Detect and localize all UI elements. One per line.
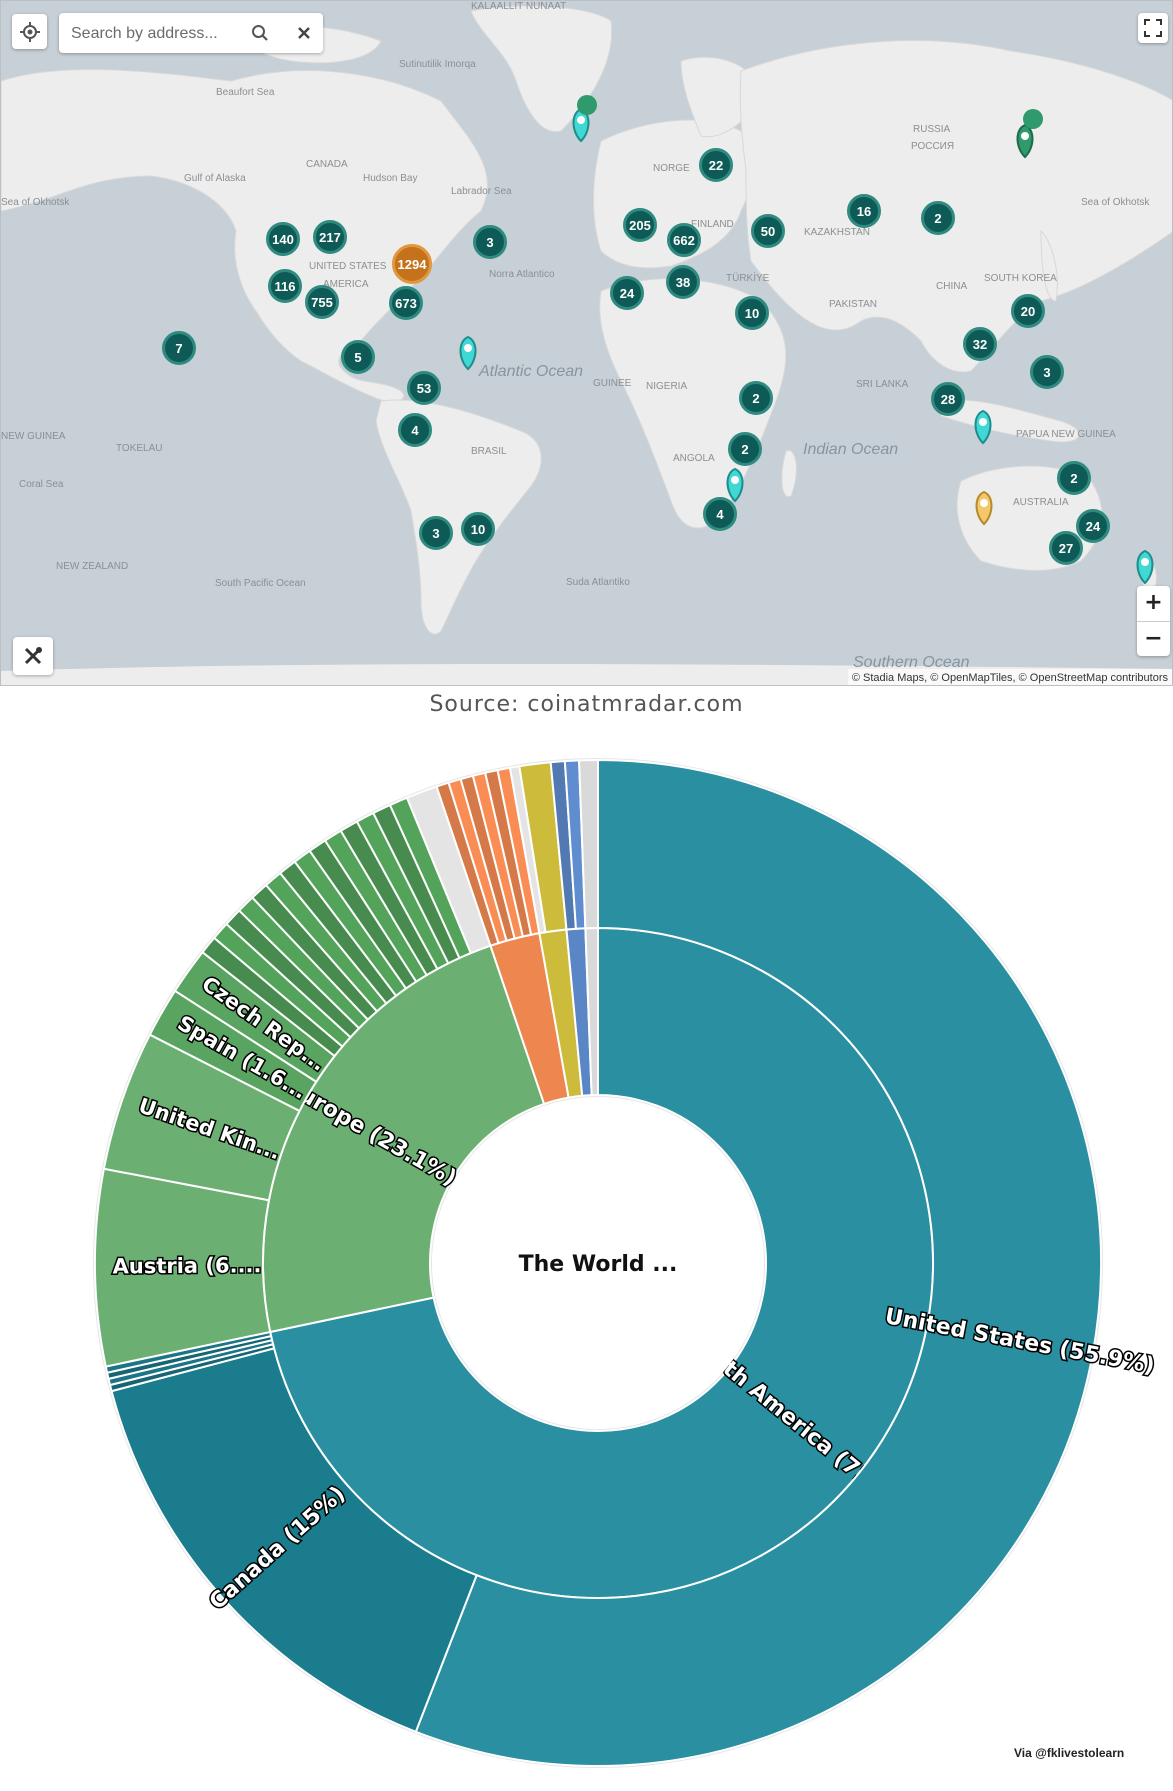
place-label: Norra Atlantico (489, 269, 555, 280)
cluster-marker[interactable]: 10 (735, 296, 769, 330)
locate-button[interactable] (12, 14, 47, 49)
place-label: NEW ZEALAND (56, 561, 129, 572)
place-label: PAPUA NEW GUINEA (1016, 429, 1116, 440)
place-label: РОССИЯ (911, 141, 955, 152)
ocean-label: Atlantic Ocean (479, 363, 584, 380)
place-label: Sutinutilik Imorqa (399, 59, 476, 70)
place-label: CANADA (306, 159, 348, 170)
cluster-marker[interactable]: 662 (667, 223, 701, 257)
tools-button[interactable] (13, 637, 53, 675)
cluster-marker[interactable]: 7 (162, 331, 196, 365)
cluster-marker[interactable]: 24 (610, 276, 644, 310)
center-label: The World ... (519, 1252, 678, 1277)
cluster-marker[interactable]: 27 (1049, 531, 1083, 565)
place-label: Hudson Bay (363, 173, 418, 184)
place-label: Labrador Sea (451, 186, 512, 197)
ocean-label: Southern Ocean (853, 654, 970, 671)
zoom-in-button[interactable]: + (1137, 586, 1170, 622)
cluster-marker[interactable]: 4 (398, 413, 432, 447)
map-panel[interactable]: KALAALLIT NUNAAT Sutinutilik Imorqa Beau… (0, 0, 1173, 686)
atm-pin-new-zealand[interactable] (1136, 549, 1154, 585)
place-label: Coral Sea (19, 479, 64, 490)
place-label: KAZAKHSTAN (804, 227, 870, 238)
place-label: NORGE (653, 163, 690, 174)
place-label: UNITED STATES (309, 261, 387, 272)
atm-pin-caribbean[interactable] (459, 335, 477, 371)
cluster-marker[interactable]: 22 (699, 148, 733, 182)
place-label: TOKELAU (116, 443, 163, 454)
outer-label-austria: Austria (6.... (112, 1253, 261, 1278)
credit-text: Via @fklivestolearn (1014, 1746, 1125, 1760)
place-label: Beaufort Sea (216, 87, 275, 98)
sunburst-chart: North America (71.7%)Europe (23.1%)Unite… (93, 758, 1158, 1768)
cluster-marker[interactable]: 5 (341, 340, 375, 374)
ocean-label: Indian Ocean (803, 441, 899, 458)
place-label: South Pacific Ocean (215, 578, 306, 589)
place-label: Suda Atlantiko (566, 577, 630, 588)
cluster-marker[interactable]: 673 (389, 286, 423, 320)
fullscreen-icon (1144, 19, 1162, 37)
outer-slice-canada[interactable] (110, 1347, 478, 1734)
cluster-marker-large[interactable]: 1294 (392, 244, 432, 284)
cluster-marker[interactable]: 20 (1011, 294, 1045, 328)
place-label: ANGOLA (673, 453, 715, 464)
search-bar[interactable] (59, 13, 323, 53)
cluster-marker[interactable]: 50 (751, 214, 785, 248)
search-icon[interactable] (251, 24, 269, 42)
crosshair-icon (19, 21, 40, 42)
cluster-marker[interactable]: 28 (931, 382, 965, 416)
place-label: FINLAND (691, 219, 734, 230)
place-label: Sea of Okhotsk (1081, 197, 1150, 208)
cluster-marker[interactable]: 4 (703, 497, 737, 531)
zoom-out-button[interactable]: − (1144, 626, 1163, 651)
cluster-marker[interactable]: 755 (305, 285, 339, 319)
place-label: TÜRKİYE (726, 273, 770, 284)
place-label: NEW GUINEA (1, 431, 66, 442)
place-label: NIGERIA (646, 381, 688, 392)
place-label: PAKISTAN (829, 299, 877, 310)
atm-pin-indonesia[interactable] (974, 409, 992, 445)
close-icon[interactable] (297, 26, 311, 40)
cluster-marker[interactable]: 205 (623, 208, 657, 242)
place-label: BRASIL (471, 446, 507, 457)
place-label: GUINEE (593, 378, 632, 389)
place-label: SRI LANKA (856, 379, 909, 390)
cluster-marker[interactable]: 3 (419, 516, 453, 550)
fullscreen-button[interactable] (1138, 13, 1168, 43)
atm-pin-south-africa[interactable] (726, 467, 744, 503)
map-attribution[interactable]: © Stadia Maps, © OpenMapTiles, © OpenStr… (847, 669, 1172, 685)
place-label: AUSTRALIA (1013, 497, 1069, 508)
cluster-marker[interactable]: 16 (847, 194, 881, 228)
cluster-marker[interactable]: 10 (461, 512, 495, 546)
place-label: Sea of Okhotsk (1, 197, 70, 208)
cluster-marker[interactable]: 32 (963, 327, 997, 361)
cluster-marker[interactable]: 38 (666, 265, 700, 299)
place-label: RUSSIA (913, 124, 951, 135)
place-label: AMERICA (323, 279, 369, 290)
sunburst-center[interactable] (432, 1097, 764, 1429)
place-label: CHINA (936, 281, 968, 292)
cluster-marker[interactable]: 3 (1030, 355, 1064, 389)
cluster-marker[interactable]: 3 (473, 225, 507, 259)
cluster-marker[interactable]: 24 (1076, 509, 1110, 543)
cluster-marker[interactable]: 2 (728, 432, 762, 466)
zoom-control: + − (1137, 586, 1170, 656)
outer-slice-other[interactable] (578, 758, 599, 930)
badge-24-7-icon (577, 95, 1043, 129)
cluster-marker[interactable]: 217 (313, 220, 347, 254)
cluster-marker[interactable]: 2 (921, 201, 955, 235)
place-label: Gulf of Alaska (184, 173, 246, 184)
source-caption: Source: coinatmradar.com (429, 692, 744, 717)
cluster-marker[interactable]: 53 (407, 371, 441, 405)
cluster-marker[interactable]: 2 (1057, 461, 1091, 495)
cluster-marker[interactable]: 140 (266, 222, 300, 256)
cluster-marker[interactable]: 116 (268, 269, 302, 303)
cluster-marker[interactable]: 2 (739, 381, 773, 415)
search-input[interactable] (69, 19, 253, 49)
place-label: SOUTH KOREA (984, 273, 1057, 284)
place-label: KALAALLIT NUNAAT (471, 1, 567, 12)
atm-pin-australia[interactable] (975, 490, 993, 526)
outer-slice-united-states[interactable] (414, 758, 1102, 1767)
tools-icon (24, 647, 42, 665)
